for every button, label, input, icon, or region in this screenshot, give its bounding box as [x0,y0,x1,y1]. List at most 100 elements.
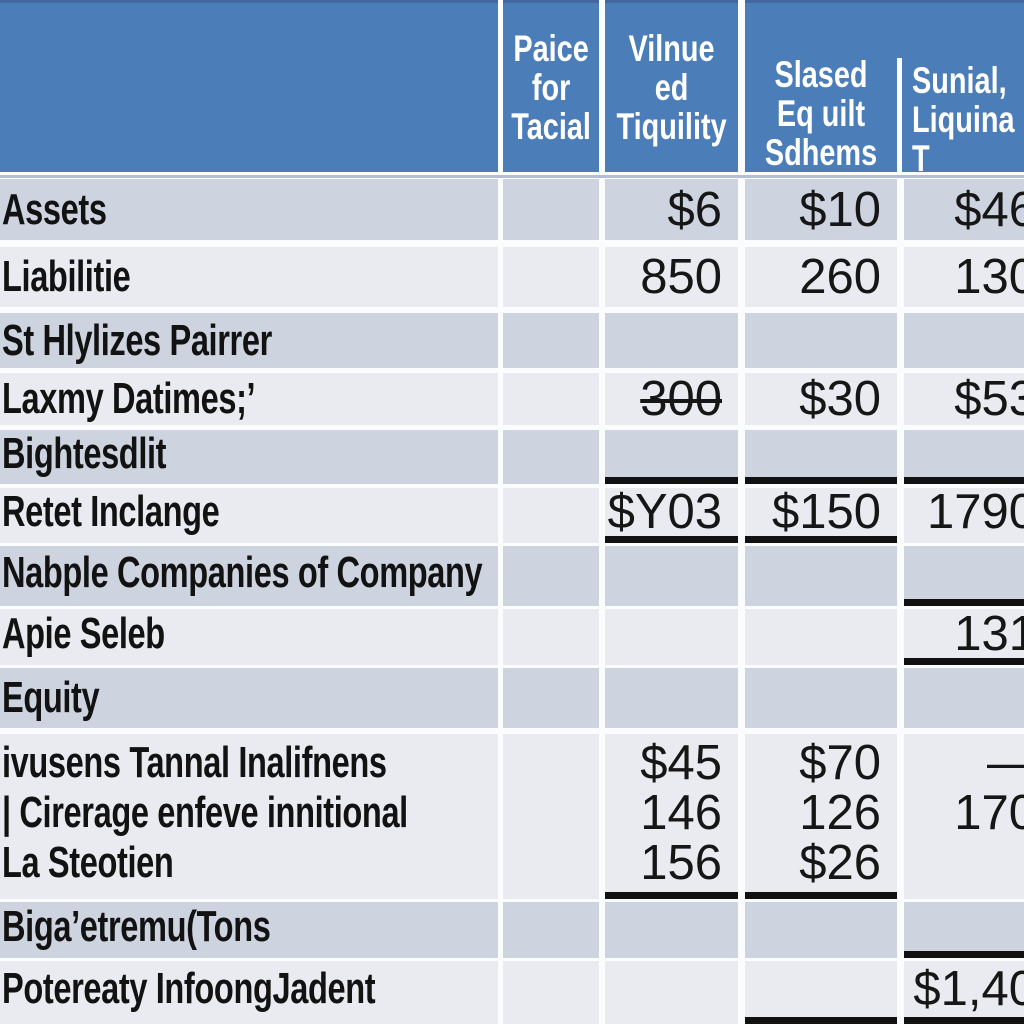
table-row-bightesdlit: Bightesdlit [0,428,1024,484]
row-label: Equity [2,673,100,722]
cell-sunial: 130 [904,247,1024,307]
cell-slased [745,668,897,728]
cell-paice [503,902,599,958]
cell-slased [745,313,897,368]
cell-value: $53 [954,372,1024,426]
cell-paice [503,488,599,543]
cell-vilnue [605,609,738,665]
cell-slased-sumline [745,430,897,484]
cell-value: 146 [640,786,722,840]
cell-value: 170 [954,786,1024,840]
cell-sunial: $53 [904,372,1024,426]
row-label: Biga’etremu(Tons [2,901,271,951]
row-label: Nabple Companies of Company [2,547,483,597]
header-cell-rowlabels [0,0,498,172]
table-row-detail-block: ivusens Tannal Inalifnens | Cirerage enf… [0,734,1024,899]
cell-vilnue [605,902,738,958]
header-cell-group: Slased Eq uilt Sdhems Sunial, Liquina T [745,0,1024,178]
cell-vilnue: $Y03 [605,485,738,543]
cell-value: 850 [640,250,722,304]
row-label-cell: Retet Inclange [0,487,498,543]
row-label-cell: Assets [0,179,498,240]
column-header-slased: Slased Eq uilt Sdhems [764,54,878,173]
cell-value: 1790 [926,485,1024,539]
table-row-equity: Equity [0,668,1024,728]
cell-value: 156 [640,836,722,890]
cell-value: $70 [799,736,881,790]
cell-sunial-sumline [904,430,1024,484]
row-label-cell: Bightesdlit [0,428,498,484]
cell-slased-sumline [745,961,897,1024]
cell-slased: $30 [745,372,897,426]
row-label-cell: Equity [0,668,498,728]
cell-vilnue: 300 [605,372,738,426]
row-label: Assets [2,184,107,234]
cell-value: $6 [667,182,722,237]
row-label-cell: St Hlylizes Pairrer [0,313,498,368]
table-row-nabple: Nabple Companies of Company [0,546,1024,606]
cell-slased: $10 [745,179,897,240]
cell-paice [503,546,599,606]
cell-paice [503,179,599,240]
row-label: Laxmy Datimes;’ [2,374,256,423]
cell-value [904,838,1024,888]
cell-slased [745,902,897,958]
header-cell-paice: Paice for Tacial [503,0,599,172]
row-label: Potereaty InfoongJadent [2,964,376,1013]
row-label: St Hlylizes Pairrer [2,315,272,365]
cell-value-struck: 300 [640,372,722,426]
cell-value: 260 [799,250,881,304]
cell-paice [503,373,599,425]
cell-paice [503,734,599,899]
cell-value: — [904,736,1024,790]
cell-value: 130 [954,250,1024,304]
table-top-border [0,175,1024,178]
row-label-cell: Liabilitie [0,247,498,307]
cell-value: $150 [771,485,881,539]
cell-paice [503,313,599,368]
row-label: Bightesdlit [2,428,167,478]
cell-value: $1,40 [913,962,1024,1016]
cell-vilnue [605,546,738,606]
row-label: Retet Inclange [2,487,220,536]
cell-vilnue [605,313,738,368]
cell-sunial-sumline [904,902,1024,958]
table-row-liabilitie: Liabilitie 850 260 130 [0,247,1024,307]
header-divider [897,58,902,172]
row-label-cell: Apie Seleb [0,609,498,665]
cell-sunial: $1,40 [904,961,1024,1024]
cell-value: $Y03 [607,485,722,539]
header-cell-vilnue: Vilnue ed Tiquility [605,0,738,172]
cell-vilnue: 850 [605,247,738,307]
column-header-vilnue: Vilnue ed Tiquility [616,28,727,147]
cell-paice [503,430,599,484]
cell-sunial-sumline [904,546,1024,606]
cell-paice [503,961,599,1024]
cell-paice [503,609,599,665]
table-row-biga: Biga’etremu(Tons [0,902,1024,958]
cell-value: 131 [954,606,1024,661]
cell-slased [745,609,897,665]
cell-sunial: — 170 [904,734,1024,899]
table-row-st-hlylizes: St Hlylizes Pairrer [0,313,1024,368]
cell-vilnue-sumline [605,430,738,484]
row-label: Apie Seleb [2,608,165,658]
cell-sunial [904,313,1024,368]
cell-paice [503,668,599,728]
cell-value: $30 [799,372,881,426]
row-label-cell: Biga’etremu(Tons [0,902,498,958]
table-row-apie-seleb: Apie Seleb 131 [0,606,1024,665]
cell-sunial: 131 [904,606,1024,665]
cell-slased [745,546,897,606]
row-label-cell: ivusens Tannal Inalifnens | Cirerage enf… [0,734,498,899]
row-label-cell: Nabple Companies of Company [0,546,498,606]
cell-slased: 260 [745,247,897,307]
table-row-assets: Assets $6 $10 $46 [0,179,1024,240]
table-row-retet: Retet Inclange $Y03 $150 1790 [0,485,1024,543]
column-header-paice: Paice for Tacial [511,28,591,147]
table-row-potereaty: Potereaty InfoongJadent $1,40 [0,961,1024,1024]
row-label: | Cirerage enfeve innitional [2,788,408,837]
column-header-sunial: Sunial, Liquina T [912,60,1015,179]
cell-value: $46 [954,182,1024,237]
